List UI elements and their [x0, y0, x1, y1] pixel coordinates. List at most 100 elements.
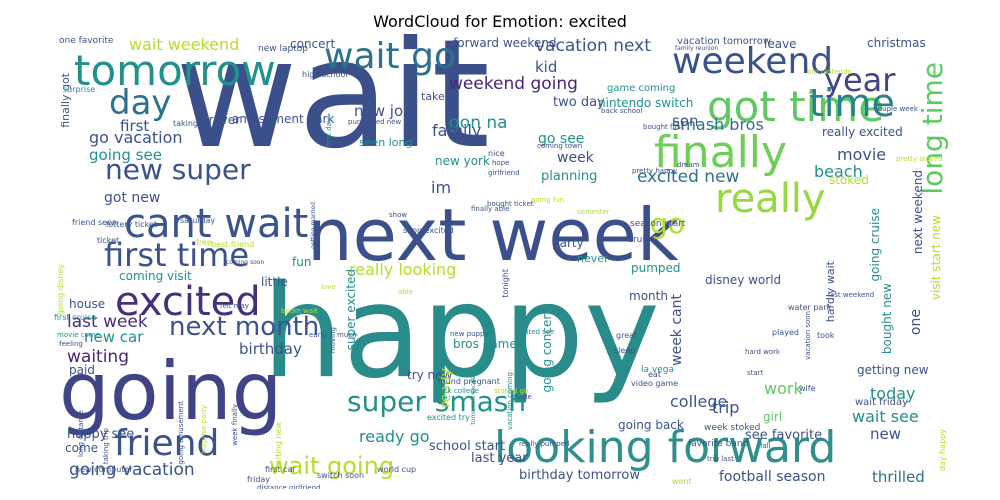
word-going: going	[59, 345, 283, 438]
word-christmas: christmas	[867, 36, 926, 50]
word-go-see: go see	[538, 131, 585, 147]
word-next-week: next week	[307, 193, 679, 277]
word-new-laptop: new laptop	[258, 44, 308, 54]
word-really-looking: really looking	[349, 260, 457, 279]
word-stoked: stoked	[829, 173, 869, 187]
word-finally-able: finally able	[471, 205, 510, 213]
word-smash-bros: smash bros	[672, 115, 764, 134]
word-world-cup: world cup	[377, 465, 417, 474]
word-birthday-tomorrow: birthday tomorrow	[519, 468, 641, 483]
word-finally: finally	[654, 127, 788, 178]
word-week-stoked: week stoked	[704, 423, 761, 433]
word-taking: taking	[173, 119, 199, 128]
word-trip-last: trip last	[707, 455, 734, 463]
word-friend-seen: friend seen	[72, 218, 118, 227]
word-distance-girlfriend: distance girlfriend	[257, 484, 321, 490]
word-try-new: try new	[407, 368, 453, 382]
word-going-disney: going disney	[56, 264, 65, 316]
word-work: work	[764, 379, 803, 398]
word-really-pumped: really pumped	[519, 440, 570, 448]
word-pretty-happy: pretty happy	[632, 167, 678, 175]
word-happy-see: happy see	[67, 427, 135, 442]
word-going-amusement: going amusement	[177, 401, 185, 465]
word-family-reunion: family reunion	[675, 45, 719, 52]
word-party: party	[552, 236, 584, 250]
word-vacation-tomorrow: vacation tomorrow	[677, 36, 772, 47]
word-new-job: new job	[354, 102, 413, 120]
word-early: early	[309, 331, 327, 339]
word-forever: forever	[197, 113, 241, 127]
word-wife: wife	[799, 384, 816, 393]
word-eat: eat	[648, 370, 661, 379]
word-played: played	[772, 328, 799, 337]
word-really: really	[715, 176, 826, 222]
word-go-vacation: go vacation	[89, 128, 183, 147]
word-concert: concert	[290, 37, 336, 51]
word-new-york: new york	[435, 154, 490, 168]
word-weekend: weekend	[672, 41, 834, 82]
word-pumped: pumped	[631, 261, 681, 275]
word-surprise-party: surprise party	[200, 405, 208, 454]
word-week: week	[557, 150, 594, 166]
word-first-car: first car	[265, 465, 296, 474]
word-getting-married: getting married	[310, 202, 317, 249]
word-little: little	[261, 275, 288, 289]
word-vacation-soon: vacation soon	[804, 311, 812, 360]
word-new-car: new car	[84, 328, 144, 346]
word-took: took	[817, 331, 835, 340]
word-day: day	[109, 83, 172, 123]
word-moving: moving	[329, 327, 337, 354]
word-week-finally: week finally	[231, 404, 239, 446]
word-looking-forward: looking forward	[494, 422, 837, 473]
word-surprise: surprise	[63, 85, 96, 94]
word-favorite-band: favorite band	[688, 439, 749, 449]
word-wait-weekend: wait weekend	[129, 35, 240, 54]
word-bro-nintendo: bro nintendo	[807, 68, 852, 76]
word-family: family	[432, 121, 482, 140]
word-kid: kid	[535, 58, 558, 76]
word-cant-wait: cant wait	[124, 201, 309, 247]
word-movie: movie	[837, 145, 887, 164]
word-trip: trip	[712, 398, 740, 417]
word-fun: fun	[292, 255, 312, 269]
word-last-week: last week	[67, 312, 148, 332]
word-going-concert: going concert	[540, 310, 554, 393]
word-friday: friday	[247, 475, 271, 484]
word-stoked-go: stoked go	[494, 387, 529, 395]
word-wait-going: wait going	[269, 452, 395, 480]
word-year: year	[824, 61, 896, 99]
word-bought-first: bought first	[643, 123, 684, 131]
word-new-computer: new computer	[75, 465, 133, 474]
word-wanted-see: wanted see	[514, 328, 555, 336]
word-ready-go: ready go	[359, 427, 430, 446]
word-high-school: high school	[302, 70, 348, 79]
word-time: time	[809, 81, 895, 125]
word-much: much	[337, 331, 357, 339]
word-football-season: football season	[719, 469, 826, 485]
word-couple-week: couple week	[874, 105, 918, 113]
word-able: able	[398, 288, 413, 296]
word-dream: dream	[677, 161, 700, 169]
word-amusement-park: amusement park	[232, 112, 335, 126]
word-back-school: back school	[601, 107, 643, 115]
word-feeling: feeling	[59, 340, 83, 348]
word-hard-work: hard work	[745, 348, 781, 356]
word-starting-new: starting new	[274, 422, 283, 473]
word-show: show	[389, 211, 408, 219]
word-long-distance: long distance	[77, 410, 85, 457]
word-season-start: season start	[630, 219, 686, 229]
word-soon-excited: soon excited	[403, 226, 454, 235]
word-bought-new: bought new	[880, 283, 894, 355]
word-visit-start-new: visit start new	[929, 215, 943, 301]
word-pretty-stoked: pretty stoked	[896, 155, 943, 163]
word-wait: wait	[175, 34, 491, 182]
word-felt-may: felt may	[220, 302, 249, 310]
word-wait-friday: wait friday	[855, 397, 908, 408]
word-excited: excited	[115, 279, 261, 325]
word-going-see: going see	[89, 146, 162, 164]
word-college: college	[670, 392, 728, 411]
word-new-puppy: new puppy	[450, 330, 489, 338]
word-boom-wait: boom wait	[281, 307, 318, 315]
word-cruise: cruise	[628, 235, 656, 245]
